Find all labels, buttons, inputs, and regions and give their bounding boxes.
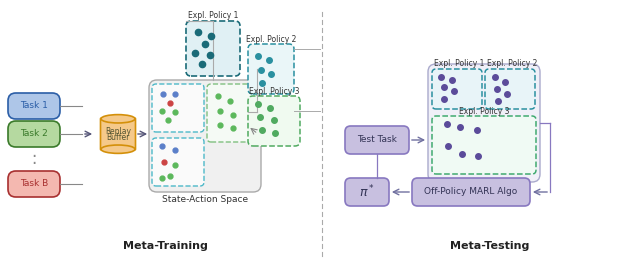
- FancyBboxPatch shape: [485, 69, 535, 109]
- FancyBboxPatch shape: [8, 93, 60, 119]
- Text: Test Task: Test Task: [357, 135, 397, 144]
- Text: Meta-Training: Meta-Training: [123, 241, 207, 251]
- FancyBboxPatch shape: [432, 69, 482, 109]
- FancyBboxPatch shape: [345, 178, 389, 206]
- Text: ·: ·: [31, 148, 36, 166]
- Text: Expl. Policy 2: Expl. Policy 2: [246, 35, 296, 44]
- Text: Replay: Replay: [105, 126, 131, 135]
- FancyBboxPatch shape: [8, 171, 60, 197]
- Text: Expl. Policy 3: Expl. Policy 3: [459, 106, 509, 116]
- Text: Task B: Task B: [20, 180, 48, 188]
- Text: Task 2: Task 2: [20, 130, 48, 139]
- Text: ·: ·: [31, 155, 36, 173]
- FancyBboxPatch shape: [248, 96, 300, 146]
- Text: $\pi^*$: $\pi^*$: [359, 184, 375, 200]
- FancyBboxPatch shape: [207, 84, 257, 142]
- Text: Task 1: Task 1: [20, 101, 48, 111]
- FancyBboxPatch shape: [186, 21, 240, 76]
- FancyBboxPatch shape: [152, 138, 204, 186]
- Text: State-Action Space: State-Action Space: [162, 196, 248, 205]
- FancyBboxPatch shape: [345, 126, 409, 154]
- Text: Meta-Testing: Meta-Testing: [451, 241, 530, 251]
- FancyBboxPatch shape: [8, 121, 60, 147]
- FancyBboxPatch shape: [152, 84, 204, 132]
- FancyBboxPatch shape: [149, 80, 261, 192]
- Text: Expl. Policy 3: Expl. Policy 3: [249, 87, 300, 96]
- FancyBboxPatch shape: [428, 64, 540, 182]
- Text: Buffer: Buffer: [106, 134, 130, 143]
- FancyBboxPatch shape: [100, 118, 136, 150]
- Text: Off-Policy MARL Algo: Off-Policy MARL Algo: [424, 187, 518, 196]
- Ellipse shape: [101, 145, 135, 153]
- Text: Expl. Policy 1: Expl. Policy 1: [434, 59, 484, 68]
- Text: Expl. Policy 2: Expl. Policy 2: [486, 59, 537, 68]
- FancyBboxPatch shape: [412, 178, 530, 206]
- FancyBboxPatch shape: [248, 44, 294, 94]
- Ellipse shape: [101, 115, 135, 123]
- FancyBboxPatch shape: [432, 116, 536, 174]
- Text: Expl. Policy 1: Expl. Policy 1: [188, 12, 238, 21]
